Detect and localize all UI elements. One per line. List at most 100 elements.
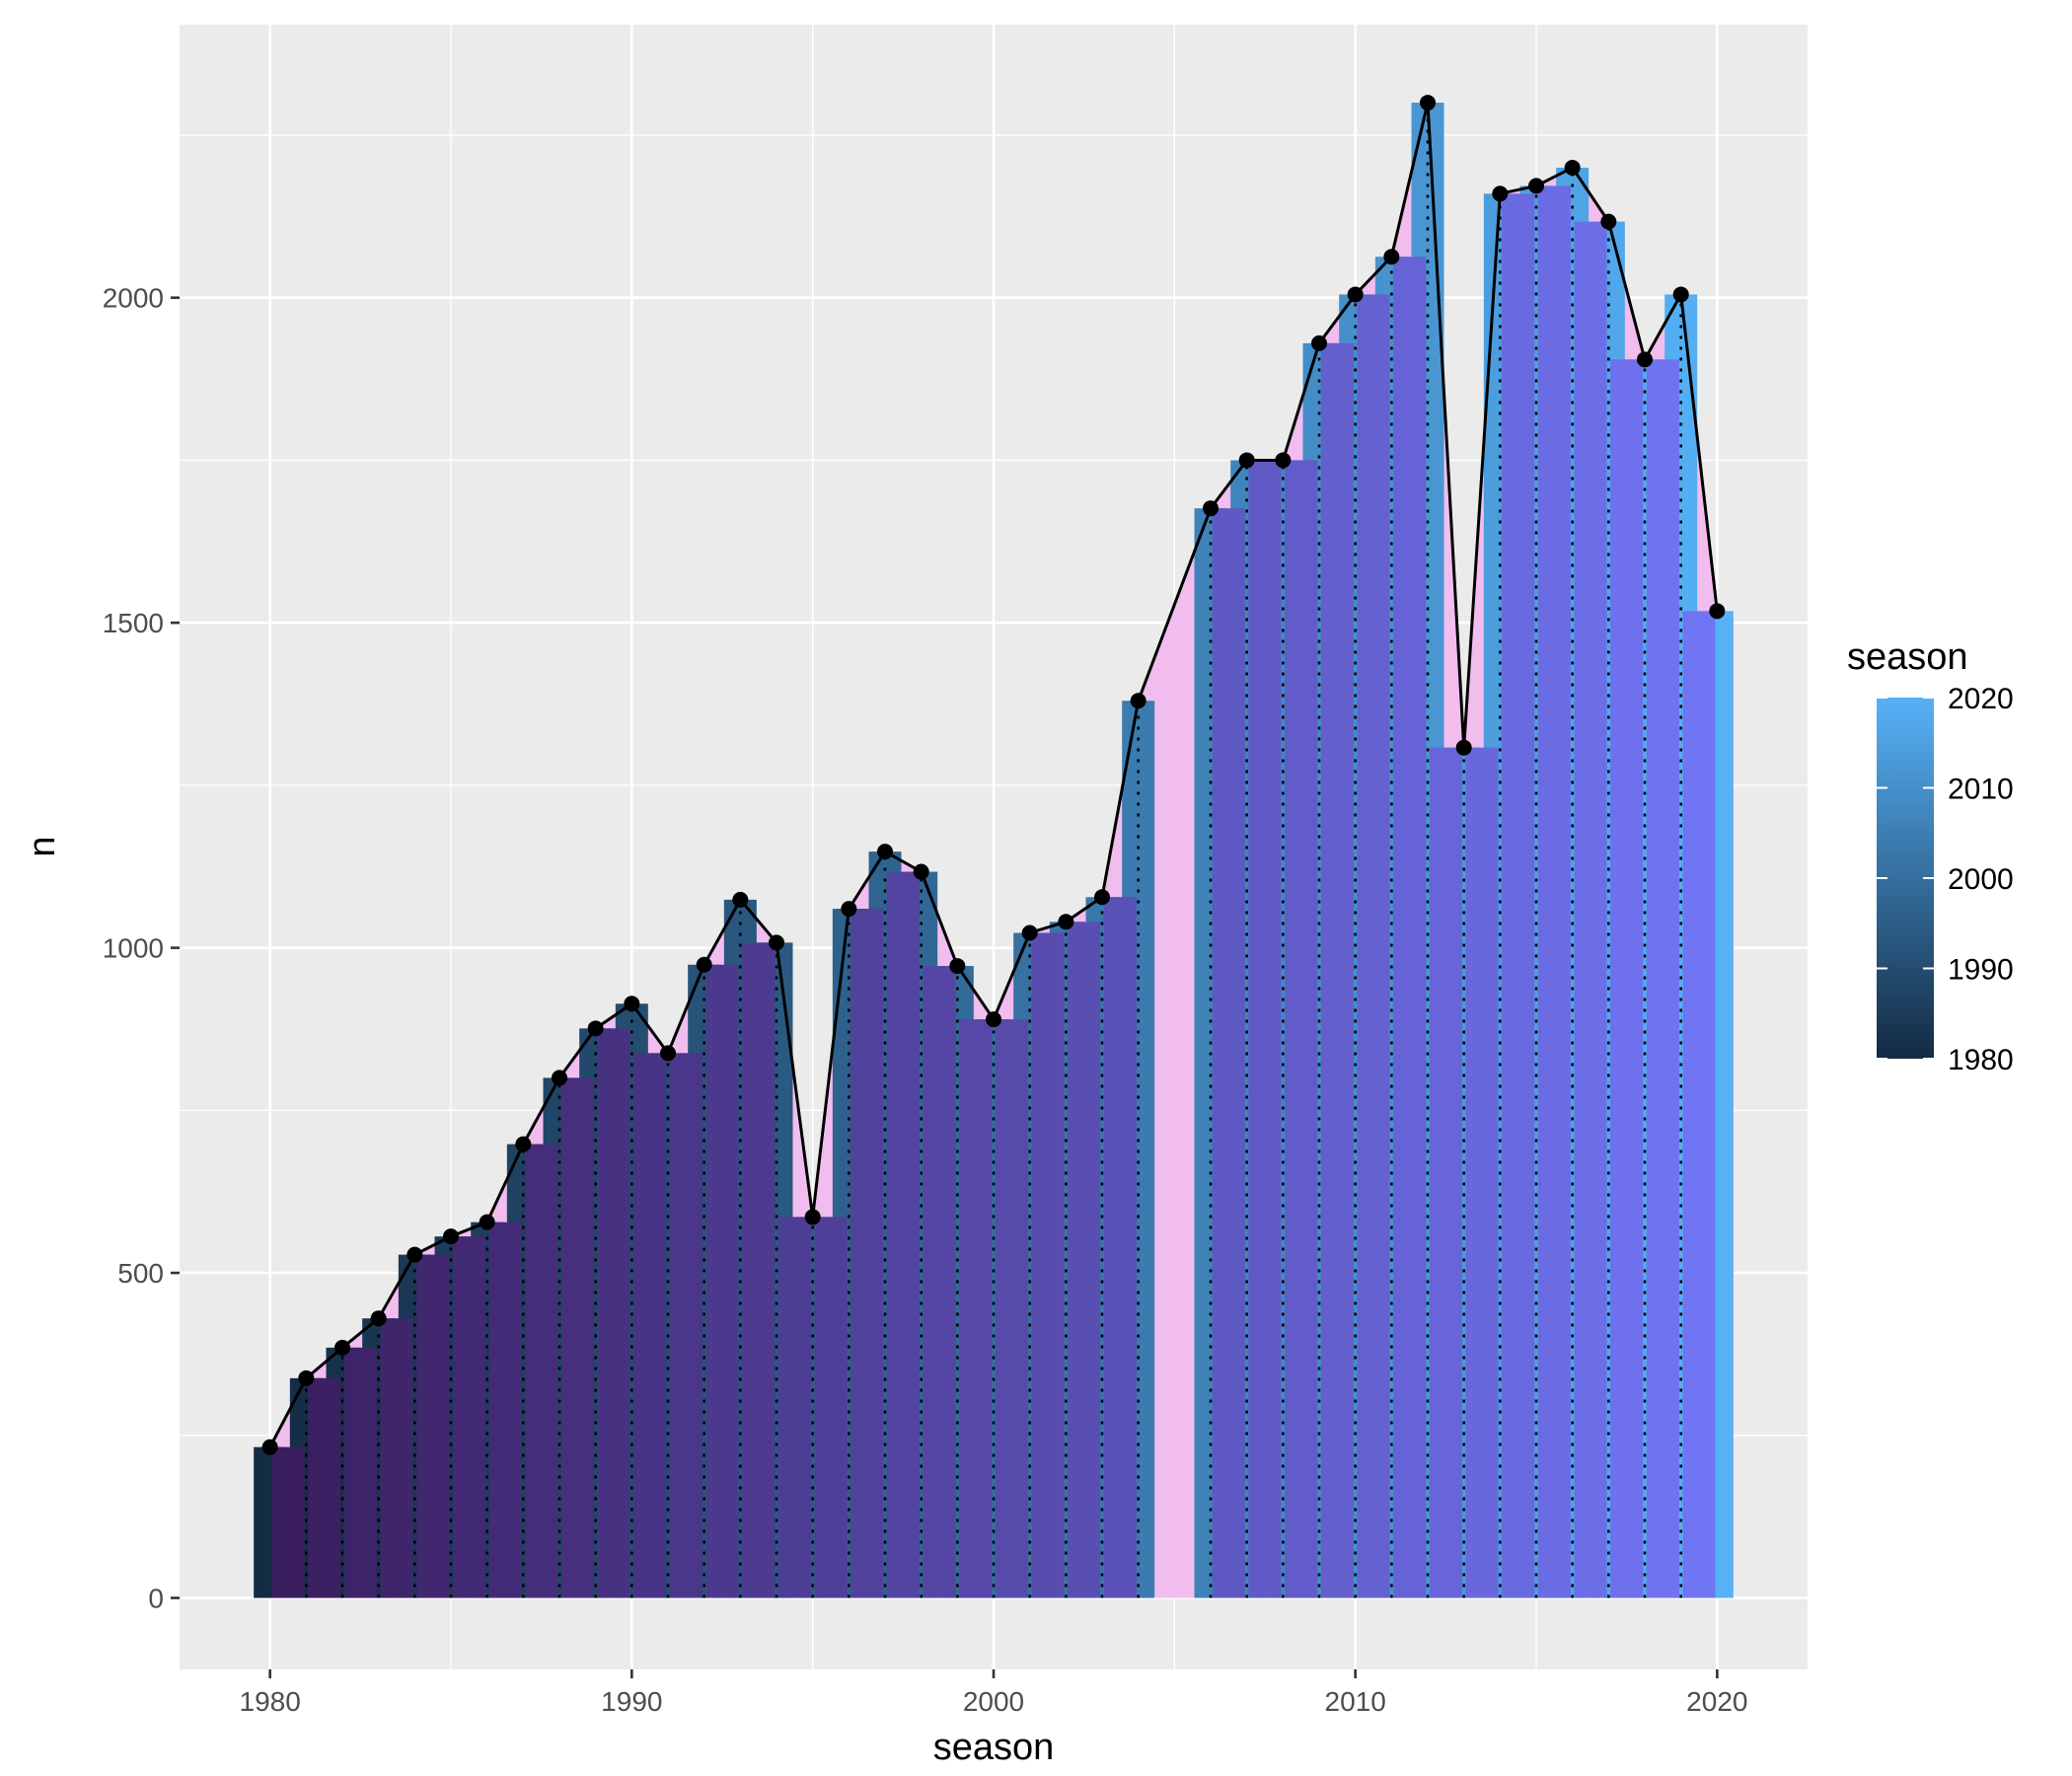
data-point — [1600, 213, 1617, 230]
overlay-bar — [271, 1446, 305, 1598]
series-line-layer — [268, 102, 1719, 1448]
data-point — [660, 1045, 676, 1062]
data-point — [587, 1020, 604, 1037]
data-point — [1383, 249, 1400, 265]
overlay-bar — [923, 966, 956, 1598]
overlay-bar — [1248, 460, 1282, 1598]
data-point — [1347, 286, 1364, 303]
overlay-bar — [343, 1347, 377, 1598]
x-tick-label: 2020 — [1686, 1686, 1747, 1717]
overlay-bar — [525, 1144, 558, 1598]
overlay-bar — [1646, 359, 1679, 1598]
y-tick-label: 0 — [148, 1584, 164, 1614]
overlay-bar — [814, 1217, 848, 1598]
legend-label: 1980 — [1948, 1044, 2014, 1076]
y-axis-title: n — [22, 836, 63, 856]
x-tick-label: 2010 — [1325, 1686, 1386, 1717]
overlay-bar — [1502, 193, 1535, 1598]
overlay-bar — [742, 942, 776, 1598]
overlay-bar — [488, 1221, 522, 1598]
x-tick-label: 1980 — [240, 1686, 301, 1717]
y-axis: 0 500 1000 1500 2000 — [103, 283, 180, 1614]
overlay-bar — [633, 1053, 667, 1598]
overlay-bar — [1465, 747, 1499, 1598]
data-point — [949, 958, 966, 975]
data-point — [1203, 500, 1219, 517]
legend-label: 2020 — [1948, 683, 2014, 715]
data-point — [552, 1070, 567, 1086]
data-point — [1672, 286, 1689, 303]
overlay-bar — [1682, 611, 1716, 1598]
legend-label: 1990 — [1948, 954, 2014, 987]
legend-ticks: 2020 2010 2000 1990 1980 — [1877, 683, 2014, 1076]
data-point — [841, 901, 857, 918]
overlay-bar — [380, 1318, 413, 1598]
data-point — [1637, 351, 1653, 368]
data-point — [913, 863, 929, 880]
data-point — [804, 1209, 821, 1225]
dotted-lines-layer — [305, 109, 1682, 1598]
data-point — [986, 1011, 1001, 1028]
overlay-bar — [1610, 359, 1644, 1598]
data-point — [298, 1369, 315, 1386]
y-tick-label: 2000 — [103, 283, 164, 314]
overlay-bar — [995, 1019, 1028, 1598]
overlay-bar — [452, 1236, 485, 1598]
data-point — [1058, 914, 1074, 930]
overlay-bar — [705, 964, 739, 1598]
data-point — [1492, 185, 1509, 202]
overlay-bar — [1537, 185, 1571, 1598]
data-point — [877, 844, 893, 860]
overlay-bar — [1285, 460, 1318, 1598]
data-point — [370, 1310, 387, 1327]
data-point — [407, 1246, 423, 1263]
legend-label: 2010 — [1948, 774, 2014, 806]
y-tick-label: 1000 — [103, 933, 164, 964]
overlay-bar — [1357, 294, 1390, 1598]
data-point — [443, 1228, 459, 1245]
data-point — [261, 1439, 278, 1455]
points-layer — [261, 95, 1726, 1455]
overlay-bar — [560, 1077, 594, 1598]
data-point — [1709, 603, 1726, 620]
overlay-bar — [959, 1019, 993, 1598]
overlay-bar — [851, 909, 884, 1598]
data-point — [1021, 925, 1038, 941]
overlay-bar — [597, 1028, 630, 1598]
x-tick-label: 2000 — [963, 1686, 1024, 1717]
overlay-bar — [308, 1377, 341, 1598]
overlay-bar — [669, 1053, 703, 1598]
y-tick-label: 500 — [117, 1258, 164, 1289]
y-tick-label: 1500 — [103, 608, 164, 638]
data-point — [732, 891, 749, 908]
legend: season 2020 2010 2000 1990 1980 — [1847, 636, 2014, 1076]
overlay-bar — [1393, 257, 1427, 1598]
data-point — [624, 996, 640, 1012]
data-point — [1275, 452, 1292, 469]
data-point — [1564, 159, 1581, 176]
legend-title: season — [1847, 636, 1968, 678]
overlay-bar — [1103, 897, 1137, 1598]
series-line — [268, 102, 1719, 1448]
data-point — [1455, 739, 1472, 756]
data-point — [1528, 178, 1544, 194]
overlay-bar — [1068, 922, 1101, 1598]
data-point — [515, 1136, 532, 1152]
data-point — [769, 934, 784, 951]
data-point — [334, 1339, 350, 1356]
overlay-bar — [777, 1217, 811, 1598]
overlay-bar — [1429, 747, 1462, 1598]
data-point — [1420, 95, 1436, 111]
data-point — [696, 956, 712, 973]
legend-label: 2000 — [1948, 863, 2014, 896]
x-tick-label: 1990 — [601, 1686, 662, 1717]
overlay-bar — [1574, 221, 1607, 1598]
data-point — [1094, 889, 1110, 906]
data-point — [1238, 452, 1255, 469]
data-point — [479, 1214, 495, 1230]
data-point — [1311, 334, 1327, 351]
overlay-bar — [1320, 342, 1354, 1598]
overlay-bar — [416, 1254, 450, 1598]
overlay-bars-layer — [271, 185, 1716, 1598]
